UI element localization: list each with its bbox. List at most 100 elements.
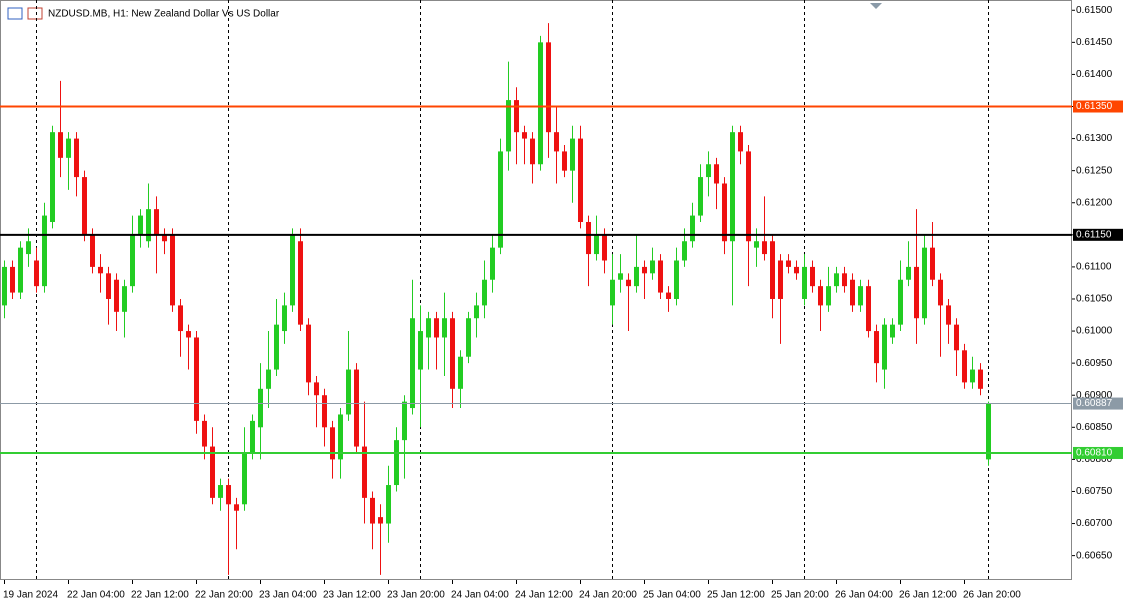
candle-body <box>938 279 943 306</box>
candle-body <box>194 337 199 421</box>
candle-body <box>970 369 975 383</box>
level-label: 0.61350 <box>1076 101 1113 112</box>
y-tick-label: 0.60750 <box>1076 486 1113 497</box>
y-tick-label: 0.60850 <box>1076 422 1113 433</box>
candle-body <box>306 324 311 383</box>
candle-body <box>714 164 719 184</box>
candle-body <box>530 138 535 165</box>
x-tick-label: 25 Jan 20:00 <box>771 590 829 601</box>
candle-body <box>498 151 503 248</box>
candle-body <box>914 266 919 319</box>
candle-body <box>266 369 271 389</box>
y-tick-label: 0.61400 <box>1076 69 1113 80</box>
shift-marker <box>870 3 882 9</box>
candle-body <box>458 356 463 389</box>
candle-body <box>570 138 575 171</box>
candle-body <box>810 266 815 287</box>
x-tick-label: 24 Jan 04:00 <box>451 590 509 601</box>
x-tick-label: 23 Jan 04:00 <box>259 590 317 601</box>
candle-body <box>770 241 775 299</box>
candle-body <box>402 401 407 441</box>
candle-body <box>226 485 231 505</box>
candle-body <box>890 324 895 338</box>
candle-body <box>74 138 79 178</box>
candle-body <box>450 318 455 389</box>
candle-body <box>210 446 215 498</box>
candle-body <box>18 247 23 293</box>
y-tick-label: 0.60950 <box>1076 358 1113 369</box>
candle-body <box>90 234 95 267</box>
x-tick-label: 22 Jan 04:00 <box>67 590 125 601</box>
y-tick-label: 0.60800 <box>1076 454 1113 465</box>
y-tick-label: 0.60900 <box>1076 390 1113 401</box>
level-label-box <box>1073 446 1123 459</box>
candle-body <box>834 273 839 287</box>
candle-body <box>434 318 439 338</box>
candle-body <box>778 260 783 299</box>
candle-body <box>298 241 303 325</box>
candle-body <box>122 286 127 312</box>
candle-body <box>850 279 855 306</box>
y-tick-label: 0.61200 <box>1076 197 1113 208</box>
candle-body <box>786 260 791 267</box>
candle-body <box>866 286 871 332</box>
candle-body <box>602 234 607 261</box>
candle-body <box>154 209 159 235</box>
candle-body <box>858 286 863 306</box>
candle-body <box>186 331 191 338</box>
candle-body <box>418 331 423 370</box>
x-tick-label: 19 Jan 2024 <box>3 590 58 601</box>
candle-body <box>394 440 399 486</box>
candle-body <box>618 273 623 280</box>
candle-body <box>346 369 351 415</box>
plot-frame <box>0 0 1072 580</box>
candle-body <box>898 279 903 325</box>
x-tick-label: 22 Jan 20:00 <box>195 590 253 601</box>
candle-body <box>2 266 7 306</box>
candle-body <box>386 485 391 524</box>
candle-body <box>578 138 583 222</box>
candle-body <box>130 234 135 287</box>
candle-body <box>442 318 447 338</box>
candle-body <box>730 132 735 242</box>
y-tick-label: 0.61300 <box>1076 133 1113 144</box>
chart-title: NZDUSD.MB, H1: New Zealand Dollar Vs US … <box>48 9 280 20</box>
candle-body <box>66 138 71 158</box>
candle-body <box>378 517 383 524</box>
candle-body <box>250 420 255 453</box>
candle-body <box>242 452 247 505</box>
candle-body <box>98 266 103 274</box>
candle-body <box>802 266 807 299</box>
candle-body <box>682 241 687 261</box>
candle-body <box>506 100 511 152</box>
candle-body <box>674 260 679 299</box>
candle-body <box>746 151 751 242</box>
x-tick-label: 25 Jan 04:00 <box>643 590 701 601</box>
candle-body <box>826 286 831 306</box>
candle-body <box>370 497 375 524</box>
candle-body <box>594 234 599 255</box>
candle-body <box>634 266 639 287</box>
candle-body <box>562 151 567 171</box>
candle-body <box>514 100 519 133</box>
candle-body <box>538 42 543 165</box>
x-tick-label: 25 Jan 12:00 <box>707 590 765 601</box>
candle-body <box>234 504 239 511</box>
candle-body <box>930 247 935 280</box>
candle-body <box>106 273 111 299</box>
candle-body <box>610 279 615 306</box>
candle-body <box>522 132 527 139</box>
candle-body <box>706 164 711 178</box>
x-tick-label: 26 Jan 12:00 <box>899 590 957 601</box>
y-tick-label: 0.61000 <box>1076 326 1113 337</box>
level-label-box <box>1073 100 1123 113</box>
candle-body <box>330 427 335 460</box>
candle-body <box>642 266 647 274</box>
candle-body <box>170 234 175 306</box>
candle-body <box>218 485 223 498</box>
candle-body <box>978 369 983 389</box>
x-tick-label: 24 Jan 12:00 <box>515 590 573 601</box>
candle-body <box>922 247 927 319</box>
candle-body <box>690 215 695 242</box>
